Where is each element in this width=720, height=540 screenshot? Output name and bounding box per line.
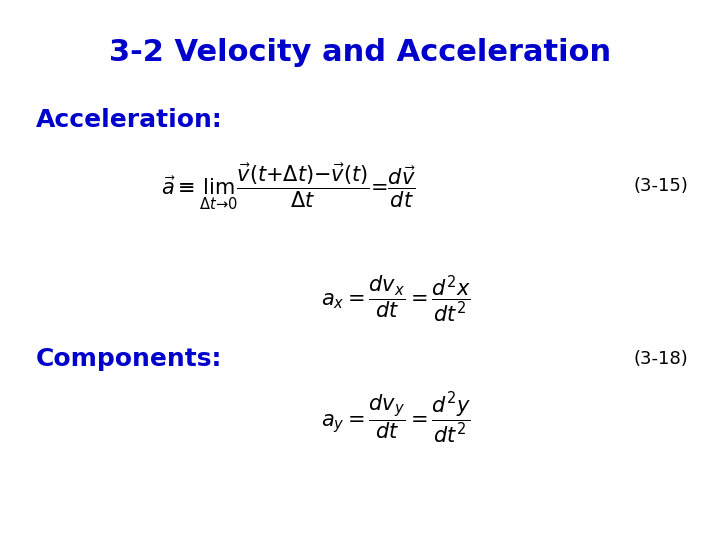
Text: $\vec{a} \equiv \lim_{\Delta t \to 0} \dfrac{\vec{v}(t + \Delta t) - \vec{v}(t)}: $\vec{a} \equiv \lim_{\Delta t \to 0} \d… [161,161,415,212]
Text: 3-2 Velocity and Acceleration: 3-2 Velocity and Acceleration [109,38,611,67]
Text: (3-18): (3-18) [634,350,688,368]
Text: Acceleration:: Acceleration: [36,108,222,132]
Text: (3-15): (3-15) [634,177,688,195]
Text: $a_y = \dfrac{dv_y}{dt} = \dfrac{d^2y}{dt^2}$: $a_y = \dfrac{dv_y}{dt} = \dfrac{d^2y}{d… [321,391,471,446]
Text: $a_x = \dfrac{dv_x}{dt} = \dfrac{d^2x}{dt^2}$: $a_x = \dfrac{dv_x}{dt} = \dfrac{d^2x}{d… [321,274,471,326]
Text: Components:: Components: [36,347,222,371]
